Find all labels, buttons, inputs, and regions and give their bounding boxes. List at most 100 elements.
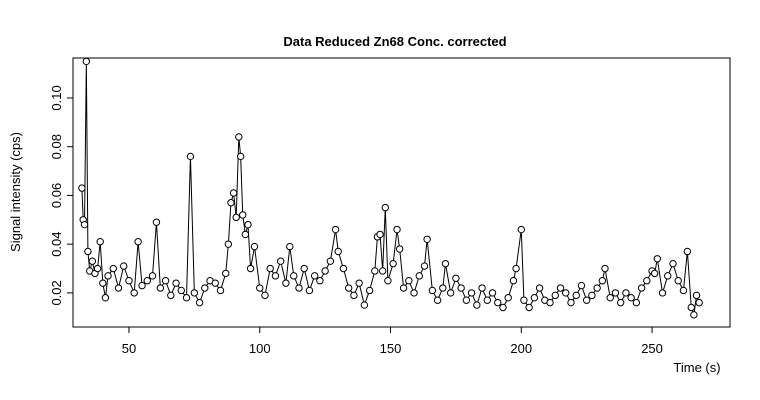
data-point [305,286,314,295]
data-point [399,284,408,292]
data-point [96,238,104,246]
data-point [509,277,518,285]
data-point [601,264,609,273]
data-point [195,298,204,307]
data-point [331,225,340,234]
data-point [567,298,575,307]
data-point [235,133,243,141]
data-point [229,189,238,197]
data-point [410,289,418,297]
data-point [152,218,161,226]
data-point [125,277,133,285]
data-point [525,303,533,312]
data-point [376,230,384,239]
data-point [452,274,460,282]
data-point [690,311,698,319]
data-point [478,284,486,292]
data-point [201,284,209,292]
data-point [344,284,353,292]
data-point [439,284,447,292]
data-point [276,257,285,265]
data-point [186,152,195,161]
data-point [80,220,89,229]
data-point [611,289,620,297]
data-point [246,264,255,273]
data-point [224,240,233,248]
data-point [130,289,138,297]
data-point [250,242,259,251]
data-point [692,291,701,300]
data-point [78,184,86,192]
data-point [520,296,528,304]
data-point [82,57,91,66]
data-point [572,291,580,300]
data-point [211,279,219,287]
data-point [395,245,404,253]
data-point [643,277,651,285]
data-point [546,298,554,307]
data-point [244,220,252,229]
data-point [530,294,539,302]
data-point [632,298,641,307]
y-axis-label: Signal intensity (cps) [8,132,23,252]
data-point [674,277,682,285]
data-point [588,291,596,300]
data-point [433,296,442,304]
data-point [339,264,348,273]
data-point [239,211,247,219]
data-point [551,291,559,300]
data-point [467,289,476,297]
data-point [627,294,635,302]
data-point [669,259,677,268]
data-point [556,284,565,292]
data-point [282,279,290,287]
data-point [653,255,661,263]
data-point [535,284,544,292]
data-point [256,284,264,292]
data-point [148,272,157,280]
data-point [350,291,358,300]
data-point [582,296,591,304]
data-point [389,259,397,268]
data-point [441,259,450,268]
data-point [483,296,491,304]
data-point [286,242,294,251]
data-point [120,262,128,270]
data-point [695,298,703,307]
data-point [423,235,431,243]
data-point [300,264,308,273]
x-tick-label: 200 [510,341,532,356]
data-point [134,238,142,246]
y-tick-label: 0.02 [49,280,64,305]
data-point [360,301,369,309]
data-point [271,272,280,280]
x-tick-label: 250 [641,341,663,356]
data-point [650,269,659,278]
data-point [562,289,570,297]
data-point [88,257,97,265]
data-point [143,277,151,285]
y-tick-label: 0.10 [49,85,64,110]
chart-title: Data Reduced Zn68 Conc. corrected [283,34,506,49]
data-point [355,279,363,287]
data-point [462,296,471,304]
data-point [114,284,123,292]
data-point [512,264,520,273]
data-point [266,264,274,273]
data-point [156,284,165,292]
data-point [222,269,230,278]
data-point [393,225,401,234]
data-point [232,213,240,222]
plot-box [72,57,731,328]
data-point [182,294,191,302]
data-point [167,291,175,300]
data-point [679,286,688,295]
y-tick-label: 0.08 [49,134,64,159]
y-tick-label: 0.04 [49,231,64,256]
data-point [622,289,630,297]
data-point [664,272,672,280]
data-point [365,286,374,295]
data-point [310,272,319,280]
data-point [161,277,170,285]
